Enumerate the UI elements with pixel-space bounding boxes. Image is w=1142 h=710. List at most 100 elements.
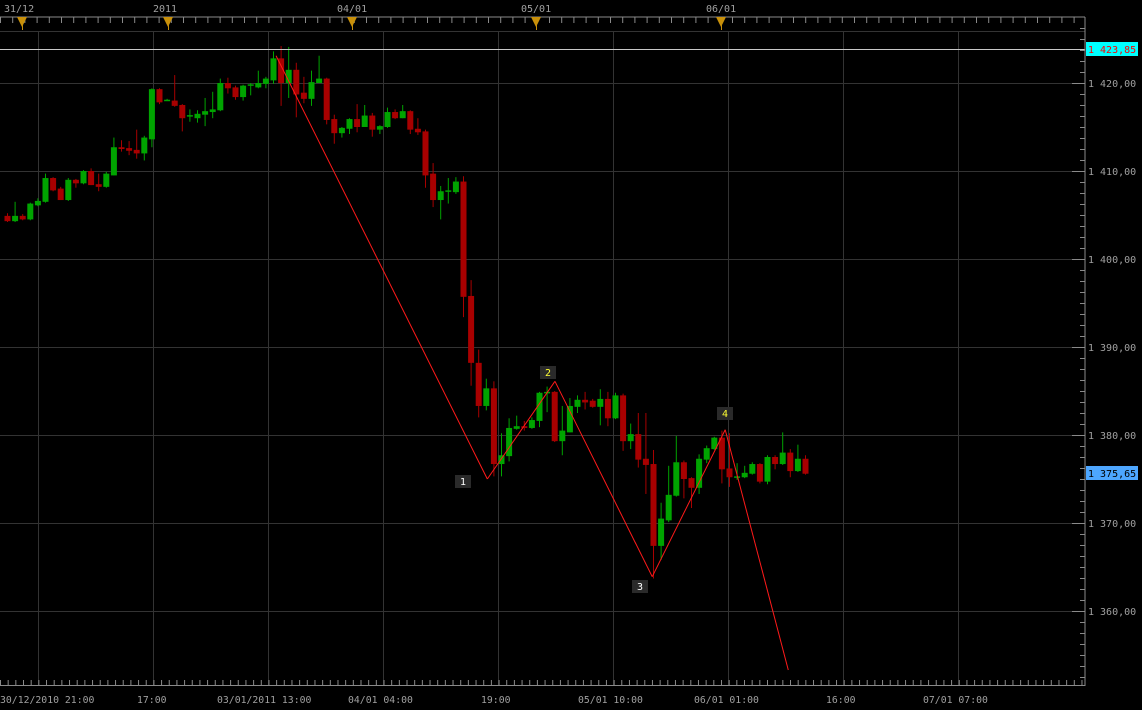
candle-bearish [468, 280, 475, 386]
candle-bullish [483, 378, 490, 411]
candle-bullish [376, 125, 383, 135]
time-axis-tick-label: 19:00 [481, 695, 511, 706]
candle-bearish [726, 433, 733, 487]
candle-bullish [240, 84, 247, 101]
candle-bullish [110, 137, 117, 176]
candle-bearish [156, 88, 163, 105]
candle-bullish [308, 70, 315, 106]
candle-body [414, 128, 421, 133]
top-timeline-label: 05/01 [521, 4, 551, 15]
reference-price-tag: 1 423,85 [1086, 42, 1138, 56]
candle-bullish [194, 110, 201, 123]
candle-bullish [566, 398, 573, 433]
candle-body [711, 437, 718, 450]
candle-bullish [103, 171, 110, 188]
candle-body [354, 119, 361, 127]
candle-bullish [346, 118, 353, 135]
candle-body [240, 85, 247, 98]
candle-body [597, 398, 604, 407]
candle-bullish [361, 105, 368, 127]
candle-body [559, 430, 566, 442]
candle-bullish [186, 109, 193, 122]
wave-label-bg [540, 366, 556, 379]
candle-body [680, 462, 687, 479]
candle-bullish [164, 98, 171, 102]
wave-label-bg [632, 580, 648, 593]
candle-body [50, 178, 57, 191]
candles [4, 46, 809, 579]
price-axis-tick-label: 1 360,00 [1088, 607, 1136, 618]
top-timeline-label: 06/01 [706, 4, 736, 15]
candle-body [110, 147, 117, 176]
candle-body [521, 426, 528, 428]
candle-bullish [794, 444, 801, 472]
candle-bearish [772, 455, 779, 470]
time-axis[interactable]: 30/12/2010 21:00 17:00 03/01/2011 13:00 04/… [0, 680, 1085, 706]
candle-body [756, 464, 763, 482]
candle-bearish [278, 46, 285, 106]
candle-bearish [232, 85, 239, 100]
candle-body [430, 173, 437, 201]
candle-body [171, 100, 178, 106]
candle-bullish [270, 51, 277, 84]
candle-bearish [422, 129, 429, 188]
candle-body [802, 458, 809, 474]
candle-body [376, 126, 383, 130]
candle-bearish [88, 168, 95, 186]
reference-price-tag-bg [1086, 42, 1138, 56]
candle-bearish [354, 104, 361, 133]
candle-body [224, 83, 231, 89]
candle-bullish [734, 463, 741, 480]
price-axis-tick-label: 1 400,00 [1088, 255, 1136, 266]
candle-bullish [703, 445, 710, 464]
candle-bearish [323, 77, 330, 125]
candle-bullish [384, 107, 391, 128]
candle-bullish [506, 418, 513, 462]
candle-bullish [27, 202, 34, 221]
candle-body [528, 420, 535, 428]
candle-body [88, 171, 95, 186]
candle-body [483, 388, 490, 406]
candle-body [452, 181, 459, 193]
candle-body [300, 92, 307, 99]
candle-body [42, 178, 49, 202]
candle-body [118, 147, 125, 149]
candle-body [764, 457, 771, 482]
candle-body [34, 200, 41, 206]
wave-label: 2 [545, 368, 551, 379]
candle-bearish [331, 114, 338, 144]
candle-body [650, 464, 657, 546]
candle-bearish [4, 213, 11, 223]
price-axis[interactable]: 1 420,00 1 410,00 1 400,00 1 390,00 1 380,00… [1072, 17, 1136, 686]
candle-bullish [779, 432, 786, 465]
candle-bullish [749, 462, 756, 475]
candle-body [65, 179, 72, 201]
candle-bearish [171, 75, 178, 107]
candle-body [72, 179, 79, 184]
candle-body [255, 83, 262, 88]
wave-label-bg [455, 475, 471, 488]
time-axis-tick-label: 16:00 [826, 695, 856, 706]
candle-bearish [126, 141, 133, 156]
candle-bullish [42, 173, 49, 203]
candle-bearish [604, 391, 611, 427]
candle-body [794, 458, 801, 472]
candle-body [186, 115, 193, 117]
candle-body [179, 105, 186, 119]
candle-body [536, 392, 543, 421]
wave-label: 4 [722, 409, 728, 420]
price-axis-tick-label: 1 420,00 [1088, 79, 1136, 90]
candle-bearish [19, 214, 26, 221]
candle-bearish [57, 186, 64, 201]
candle-body [194, 113, 201, 119]
candle-body [490, 388, 497, 465]
candle-body [696, 458, 703, 488]
wave-segment [724, 429, 789, 671]
candle-body [19, 215, 26, 220]
wave-label: 1 [460, 477, 466, 488]
candle-bullish [513, 415, 520, 430]
candle-body [703, 448, 710, 460]
candle-bearish [490, 381, 497, 477]
candle-bullish [498, 433, 505, 477]
